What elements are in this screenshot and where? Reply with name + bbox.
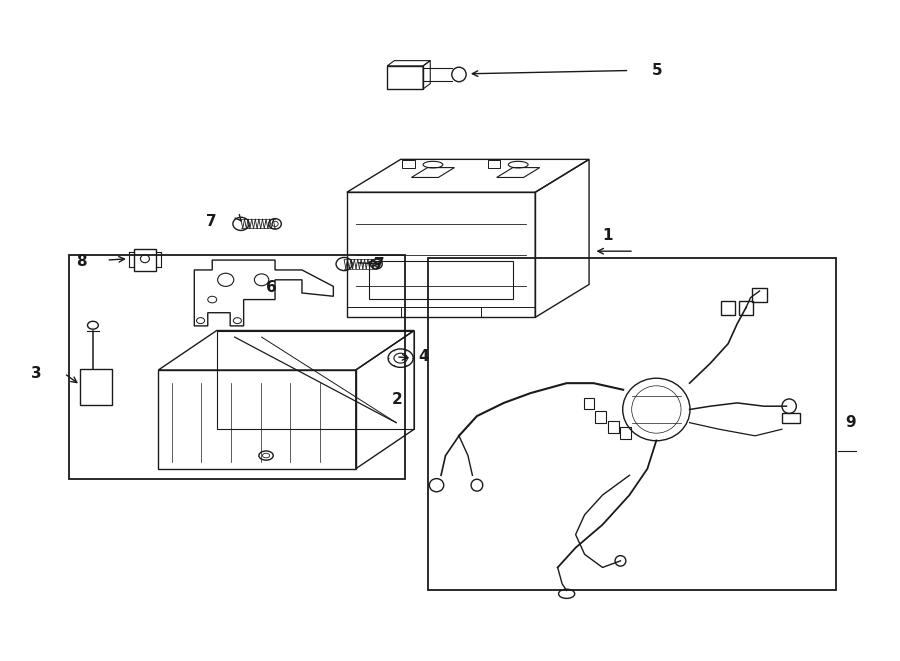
Bar (596, 410, 606, 422)
Text: 1: 1 (602, 227, 613, 243)
Bar (620, 427, 631, 439)
Text: 4: 4 (418, 349, 429, 364)
Bar (782, 412, 800, 422)
Bar (608, 420, 618, 432)
Bar (488, 160, 500, 168)
Text: 7: 7 (206, 214, 217, 229)
Text: 7: 7 (374, 257, 384, 272)
Bar (584, 398, 595, 409)
Bar (80, 369, 112, 405)
Text: 2: 2 (392, 392, 402, 407)
Text: 9: 9 (845, 415, 855, 430)
Bar (387, 66, 423, 89)
Bar (721, 301, 735, 315)
Bar (739, 301, 753, 315)
Bar (369, 261, 513, 299)
Text: 5: 5 (652, 63, 662, 78)
Bar (428, 258, 836, 590)
Bar (134, 249, 156, 270)
Bar (68, 254, 405, 479)
Bar (402, 160, 415, 168)
Text: 6: 6 (266, 280, 277, 295)
Text: 3: 3 (32, 366, 41, 381)
Bar (752, 288, 767, 302)
Text: 8: 8 (76, 254, 86, 269)
